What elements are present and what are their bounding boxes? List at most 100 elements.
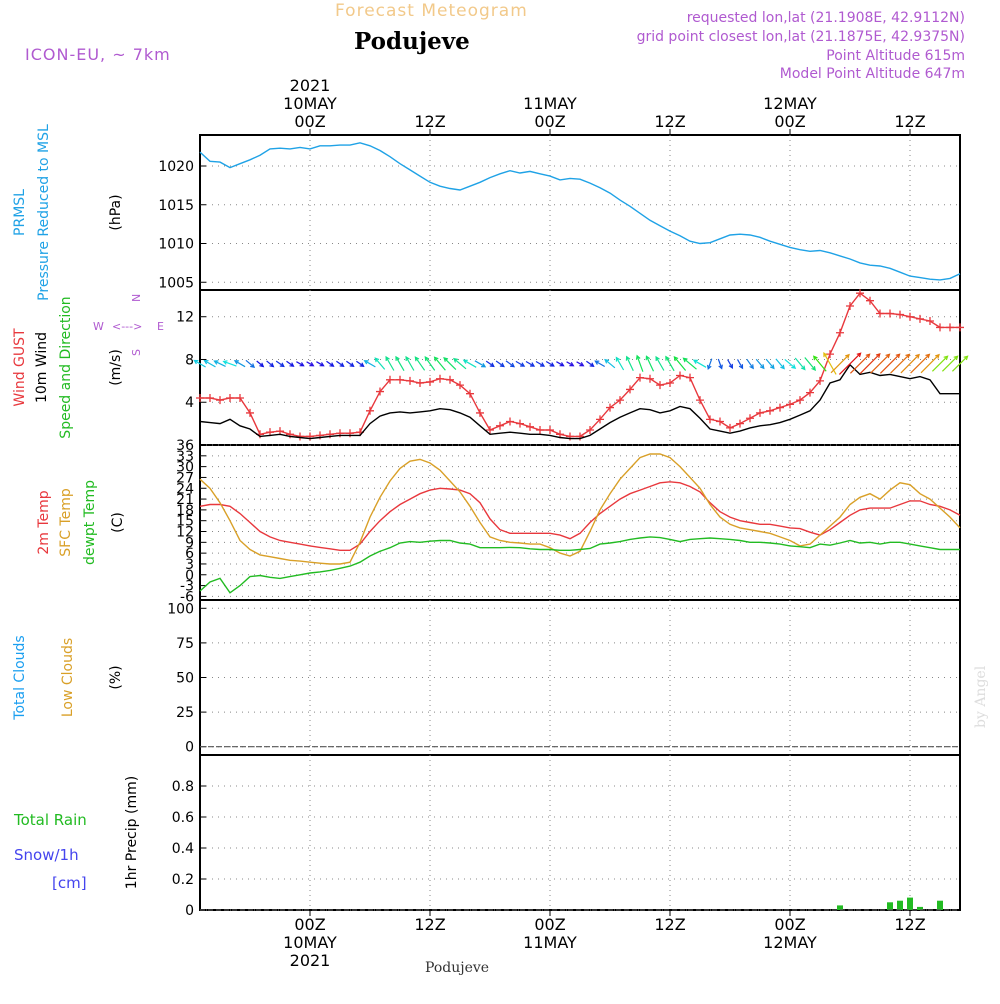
wind-arrow bbox=[765, 358, 775, 370]
y-tick-label: 100 bbox=[167, 601, 194, 617]
bar bbox=[837, 905, 843, 910]
panel-precip: 0 0.2 0.4 0.6 0.8 bbox=[172, 754, 961, 919]
wind-arrow bbox=[813, 355, 827, 372]
y-tick-label: 1005 bbox=[158, 275, 194, 291]
bar bbox=[907, 897, 913, 910]
wind-arrow bbox=[604, 358, 616, 369]
y-tick-label: 15 bbox=[176, 514, 194, 530]
axis-label: 2m Temp bbox=[36, 490, 52, 554]
time-label: 12MAY bbox=[763, 933, 817, 952]
wind-arrow bbox=[374, 357, 386, 370]
wind-arrow bbox=[941, 355, 959, 372]
wind-arrow bbox=[462, 359, 477, 368]
gust-point bbox=[726, 423, 734, 432]
wind-arrow bbox=[707, 358, 713, 370]
compass-legend: W E <---> N S bbox=[93, 294, 164, 356]
time-label: 2021 bbox=[290, 76, 331, 95]
wind-arrow bbox=[495, 360, 505, 368]
wind-arrow bbox=[296, 361, 305, 367]
panel-wind: 4 8 12 bbox=[176, 289, 969, 446]
wind-arrow bbox=[717, 358, 723, 370]
wind-arrow bbox=[213, 360, 226, 367]
time-label: 00Z bbox=[534, 112, 565, 131]
axis-label: dewpt Temp bbox=[82, 480, 98, 565]
wind-arrow bbox=[951, 355, 969, 372]
wind-arrow bbox=[890, 353, 911, 374]
compass-n: N bbox=[130, 294, 143, 302]
wind-arrow bbox=[665, 355, 675, 372]
wind-arrow bbox=[838, 352, 862, 375]
wind-arrow bbox=[316, 361, 325, 367]
wind-arrow bbox=[736, 359, 744, 370]
axis-label: SFC Temp bbox=[58, 488, 74, 557]
credit: by Angel bbox=[973, 665, 989, 728]
wind-arrow bbox=[576, 361, 585, 367]
bar bbox=[887, 902, 893, 911]
wind-arrow bbox=[784, 358, 797, 370]
gust-point bbox=[896, 310, 904, 319]
y-tick-label: 18 bbox=[176, 503, 194, 519]
wind-arrow bbox=[920, 353, 940, 374]
model-altitude: Model Point Altitude 647m bbox=[780, 66, 965, 82]
axis-label: Low Clouds bbox=[60, 638, 76, 717]
gust-point bbox=[586, 426, 594, 435]
time-label: 2021 bbox=[290, 951, 331, 970]
product-title: Forecast Meteogram bbox=[335, 1, 528, 21]
precip-legend: Total Rain bbox=[13, 811, 87, 829]
wind-arrow bbox=[515, 360, 526, 367]
y-tick-label: 1015 bbox=[158, 198, 194, 214]
y-tick-label: 0.8 bbox=[172, 779, 194, 795]
gust-point bbox=[946, 323, 954, 332]
wind-arrow bbox=[879, 353, 901, 374]
y-tick-label: 36 bbox=[176, 438, 194, 454]
time-label: 00Z bbox=[774, 915, 805, 934]
y-tick-label: 12 bbox=[176, 310, 194, 326]
wind-arrow bbox=[823, 352, 837, 375]
time-label: 11MAY bbox=[523, 94, 577, 113]
gust-point bbox=[216, 396, 224, 405]
time-label: 12Z bbox=[894, 112, 925, 131]
wind-arrow bbox=[545, 360, 555, 367]
gust-point bbox=[836, 328, 844, 337]
wind-arrow bbox=[625, 355, 634, 372]
wind-arrow bbox=[525, 360, 536, 367]
y-tick-label: 21 bbox=[176, 492, 194, 508]
footer-location: Podujeve bbox=[425, 960, 489, 976]
gust-point bbox=[296, 432, 304, 441]
gust-point bbox=[516, 419, 524, 428]
y-tick-label: 0.6 bbox=[172, 810, 194, 826]
gust-point bbox=[496, 421, 504, 430]
wind-arrow bbox=[385, 355, 395, 371]
gust-point bbox=[756, 408, 764, 417]
gust-point bbox=[656, 381, 664, 390]
wind-arrow bbox=[859, 352, 881, 375]
wind-arrow bbox=[256, 360, 265, 368]
panel-clouds: 0 25 50 75 100 bbox=[167, 599, 961, 756]
axis-unit: (%) bbox=[108, 665, 124, 689]
gust-point bbox=[456, 381, 464, 390]
wind-arrow bbox=[910, 353, 931, 374]
wind-arrow bbox=[830, 353, 850, 374]
gust-point bbox=[816, 376, 824, 385]
gust-point bbox=[856, 289, 864, 298]
wind-arrow bbox=[405, 355, 415, 371]
wind-arrow bbox=[485, 360, 495, 368]
gust-point bbox=[376, 387, 384, 396]
gust-point bbox=[956, 323, 964, 332]
gust-point bbox=[426, 377, 434, 386]
y-tick-label: 33 bbox=[176, 449, 194, 465]
point-altitude: Point Altitude 615m bbox=[826, 48, 965, 64]
gust-point bbox=[476, 408, 484, 417]
y-tick-label: 27 bbox=[176, 470, 194, 486]
precip-legend: Snow/1h bbox=[14, 846, 79, 864]
y-tick-label: 4 bbox=[185, 395, 194, 411]
wind-arrow bbox=[535, 360, 546, 367]
wind-arrow bbox=[453, 357, 467, 370]
axis-label: Pressure Reduced to MSL bbox=[36, 124, 52, 301]
gust-point bbox=[666, 379, 674, 387]
time-label: 10MAY bbox=[283, 933, 337, 952]
panels-layer: 10051010101510204812-6-30369121518212427… bbox=[158, 134, 969, 919]
wind-arrow bbox=[746, 358, 754, 370]
